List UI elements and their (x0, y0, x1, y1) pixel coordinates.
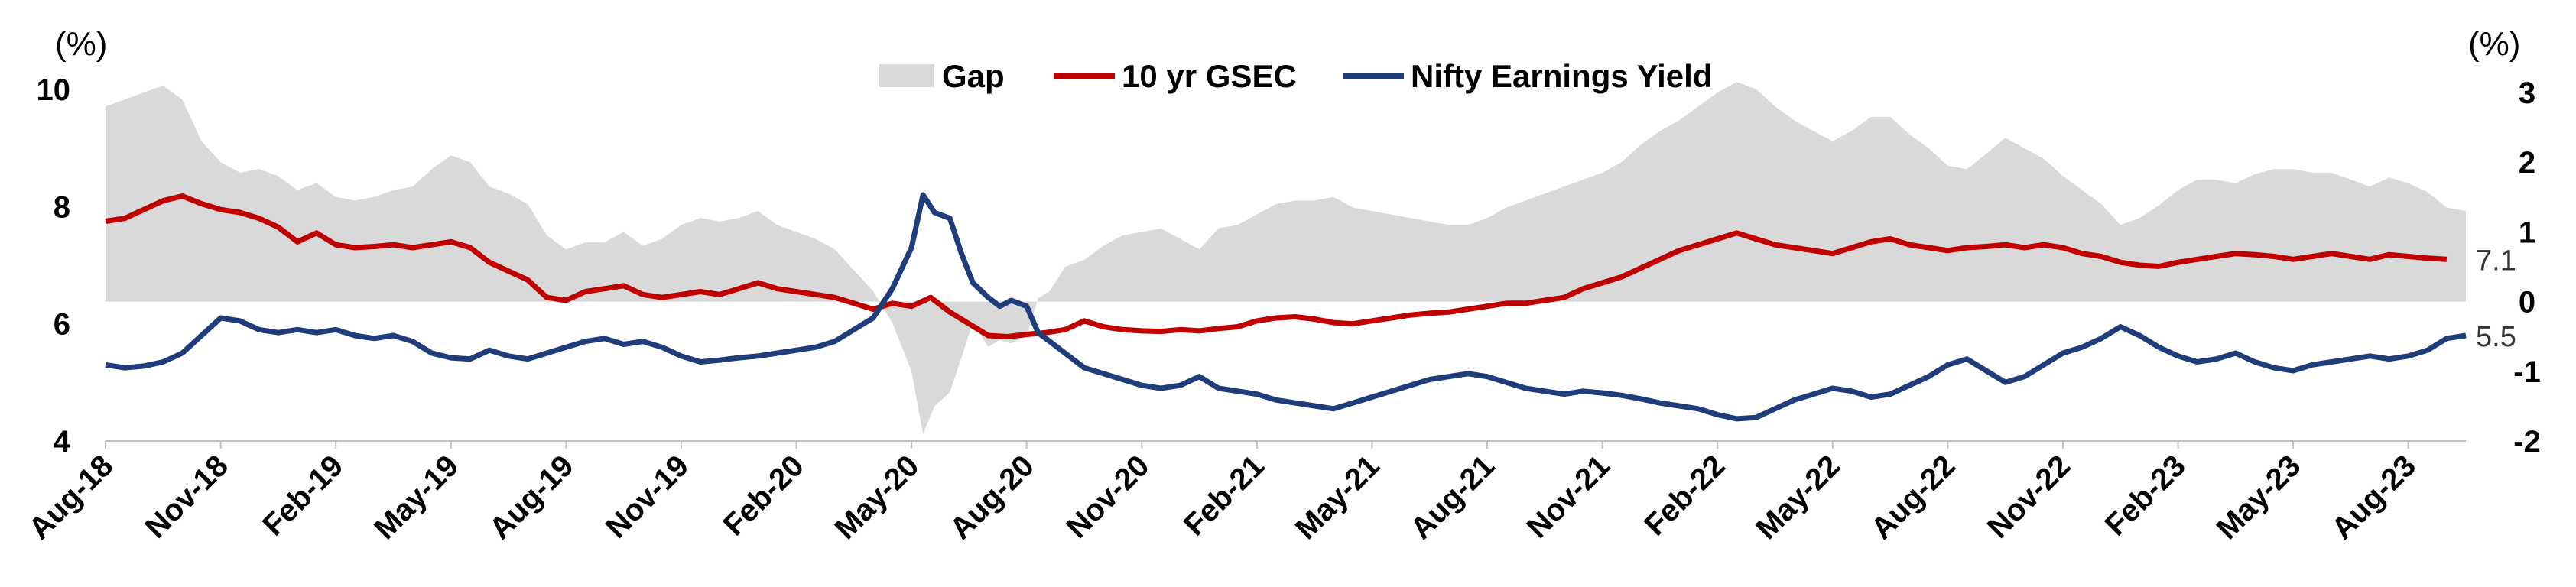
left-axis-tick-label: 10 (37, 73, 71, 107)
nifty-earnings-yield-end-label: 5.5 (2476, 321, 2516, 353)
right-axis-tick-label: 1 (2519, 216, 2535, 249)
legend-swatch-gap (879, 64, 934, 87)
x-axis-tick-label: Nov-22 (1981, 449, 2077, 544)
x-axis-tick-label: Nov-19 (599, 449, 695, 544)
series-line-layer: 7.1 5.5 (105, 192, 2516, 422)
x-axis-tick-label: Feb-22 (1638, 449, 1731, 542)
x-axis-tick-label: May-21 (1289, 449, 1386, 546)
x-axis-tick-label: Aug-20 (944, 449, 1041, 546)
gap-area (106, 82, 2466, 434)
left-axis-tick-label: 4 (54, 425, 71, 459)
x-axis-tick-label: Aug-18 (22, 449, 119, 546)
x-axis-tick-label: May-19 (368, 449, 465, 546)
x-axis-tick-label: Nov-21 (1521, 449, 1616, 544)
x-axis-tick-label: May-23 (2210, 449, 2307, 546)
10-yr-gsec-end-label: 7.1 (2476, 245, 2516, 277)
right-axis-tick-label: 3 (2519, 76, 2535, 110)
x-axis-tick-label: May-22 (1749, 449, 1847, 546)
x-axis-tick-label: Aug-22 (1865, 449, 1962, 546)
legend-label-10-yr-gsec: 10 yr GSEC (1122, 58, 1297, 94)
right-axis-tick-label: -2 (2513, 425, 2541, 459)
x-axis-tick-label: Feb-19 (256, 449, 349, 542)
x-axis-tick-label: Nov-18 (139, 449, 235, 544)
left-axis-tick-label: 6 (54, 308, 70, 342)
x-axis-tick-label: Nov-20 (1060, 449, 1155, 544)
legend-label-nifty-earnings-yield: Nifty Earnings Yield (1411, 58, 1712, 94)
right-axis-unit: (%) (2468, 25, 2520, 63)
nifty-earnings-yield-line (105, 192, 2467, 422)
10-yr-gsec-line (105, 193, 2448, 339)
legend: Gap 10 yr GSEC Nifty Earnings Yield (879, 58, 1712, 94)
left-axis-tick-label: 8 (54, 190, 70, 224)
x-axis-tick-label: Aug-19 (483, 449, 580, 546)
x-axis-tick-label: Feb-23 (2099, 449, 2192, 542)
x-axis-tick-label: May-20 (828, 449, 925, 546)
x-axis-tick-label: Aug-23 (2325, 449, 2422, 546)
x-axis-tick-label: Aug-21 (1404, 449, 1501, 546)
right-axis-tick-label: 0 (2519, 286, 2535, 319)
left-axis-unit: (%) (55, 25, 107, 63)
legend-label-gap: Gap (942, 58, 1005, 94)
right-axis-tick-label: 2 (2519, 146, 2535, 180)
gap-area-layer (106, 82, 2466, 434)
x-axis-tick-label: Feb-21 (1178, 449, 1271, 542)
x-axis-tick-label: Feb-20 (717, 449, 810, 542)
right-axis-tick-label: -1 (2513, 355, 2541, 389)
